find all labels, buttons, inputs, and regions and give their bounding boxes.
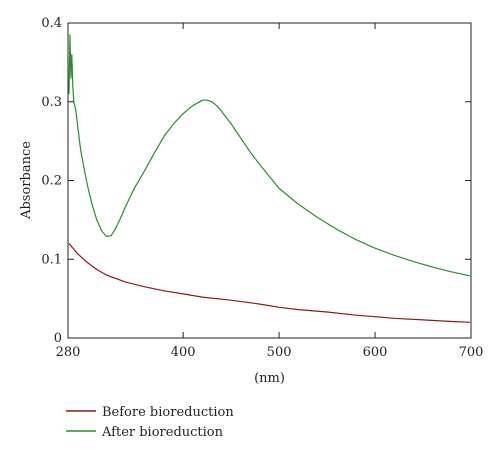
y-tick-label: 0.3 xyxy=(41,95,62,110)
legend-label-2: After bioreduction xyxy=(101,425,224,440)
plot-frame xyxy=(67,22,472,339)
x-tick-label: 700 xyxy=(459,345,484,360)
series-line-1 xyxy=(68,243,471,323)
series-layer xyxy=(68,34,471,323)
y-tick-label: 0.1 xyxy=(41,252,62,267)
x-tick-label: 500 xyxy=(267,345,292,360)
legend: Before bioreduction After bioreduction xyxy=(66,405,234,440)
legend-label-1: Before bioreduction xyxy=(102,405,234,420)
y-tick-label: 0.2 xyxy=(41,174,62,189)
x-tick-label: 280 xyxy=(56,345,81,360)
series-line-2 xyxy=(68,34,471,277)
x-tick-label: 600 xyxy=(363,345,388,360)
y-tick-label: 0 xyxy=(54,331,62,346)
ticks-layer: 280 400 500 600 700 0 0.1 0.2 0.3 0.4 xyxy=(41,16,483,360)
y-tick-label: 0.4 xyxy=(41,16,62,31)
x-tick-label: 400 xyxy=(171,345,196,360)
x-axis-title: (nm) xyxy=(254,371,285,386)
y-axis-title: Absorbance xyxy=(19,141,34,220)
